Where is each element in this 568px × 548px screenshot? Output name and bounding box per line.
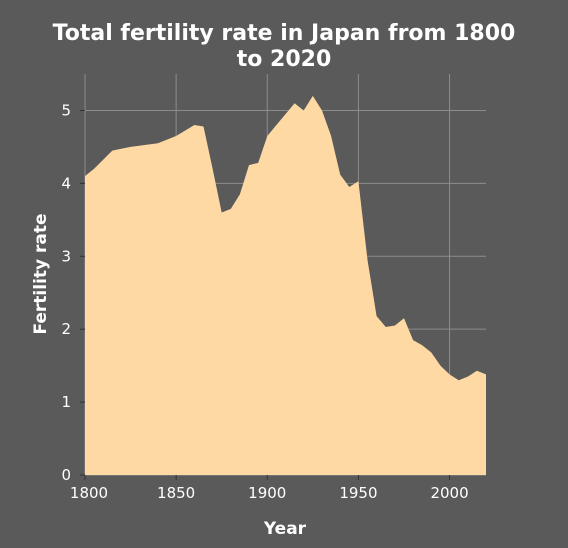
y-tick-label-0: 0	[61, 466, 71, 484]
area-layer	[85, 95, 486, 476]
x-tick-label-1900: 1900	[248, 484, 286, 502]
y-tick-label-1: 1	[61, 393, 71, 411]
x-axis-ticks: 1800 1850 1900 1950 2000	[70, 475, 469, 502]
y-tick-label-2: 2	[61, 320, 71, 338]
x-tick-label-1850: 1850	[157, 484, 195, 502]
x-axis-label: Year	[263, 519, 307, 539]
chart-title-line-1: Total fertility rate in Japan from 1800	[53, 21, 516, 46]
y-tick-label-5: 5	[61, 101, 71, 119]
y-tick-label-4: 4	[61, 174, 71, 192]
chart-title-line-2: to 2020	[237, 47, 332, 72]
y-axis-label: Fertility rate	[31, 213, 51, 334]
y-axis-ticks: 0 1 2 3 4 5	[61, 101, 85, 484]
x-tick-label-2000: 2000	[430, 484, 468, 502]
y-tick-label-3: 3	[61, 247, 71, 265]
x-tick-label-1950: 1950	[339, 484, 377, 502]
fertility-area	[85, 95, 486, 476]
x-tick-label-1800: 1800	[70, 484, 108, 502]
